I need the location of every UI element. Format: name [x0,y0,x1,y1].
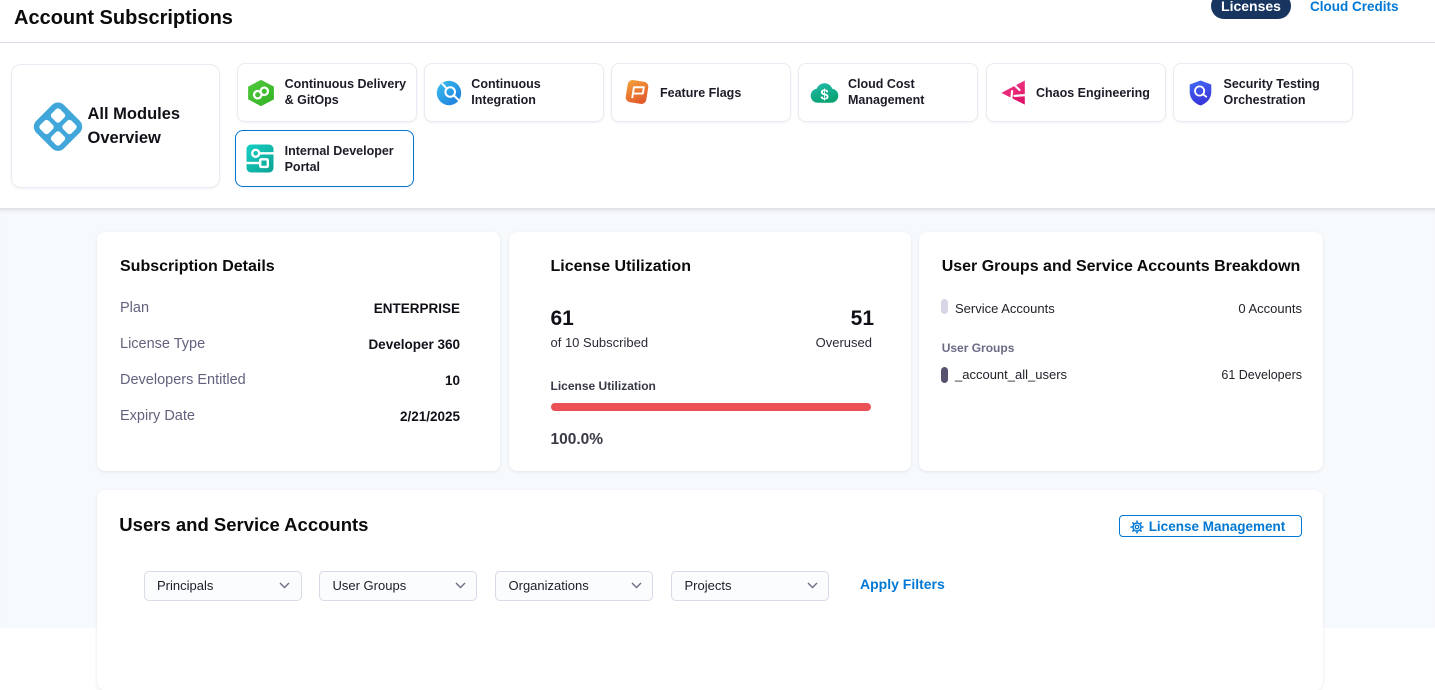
svg-text:$: $ [820,87,829,104]
